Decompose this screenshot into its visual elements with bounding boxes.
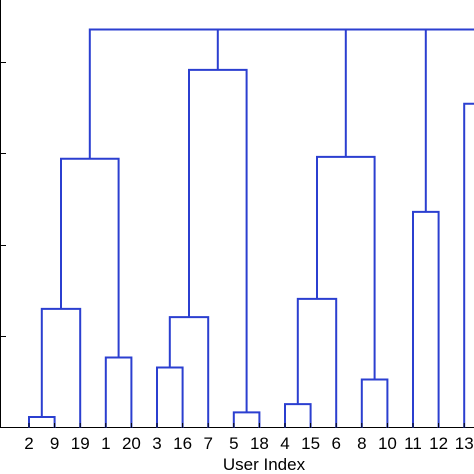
dendrogram-link-1 — [104, 356, 133, 428]
leaf-label-3: 1 — [101, 434, 110, 453]
leaf-label-14: 10 — [378, 434, 397, 453]
leaf-label-8: 5 — [229, 434, 238, 453]
leaf-label-5: 3 — [152, 434, 161, 453]
dendrogram-link-2 — [156, 366, 184, 428]
dendrogram-link-6 — [40, 307, 82, 428]
leaf-label-13: 8 — [357, 434, 366, 453]
leaf-label-11: 15 — [301, 434, 320, 453]
dendrogram-link-4 — [284, 403, 312, 428]
dendrogram-link-7 — [168, 316, 210, 428]
dendrogram-link-0 — [28, 416, 56, 428]
leaf-label-12: 6 — [331, 434, 340, 453]
dendrogram-link-11 — [316, 155, 376, 380]
leaf-ticks — [28, 423, 465, 428]
leaf-label-0: 2 — [24, 434, 33, 453]
leaf-label-9: 18 — [250, 434, 269, 453]
leaf-label-2: 19 — [71, 434, 90, 453]
leaf-label-15: 11 — [404, 434, 422, 453]
dendrogram-link-10 — [60, 157, 120, 358]
dendrogram-link-15 — [153, 28, 347, 157]
dendrogram-link-13 — [463, 102, 474, 428]
leaf-label-17: 13 — [455, 434, 474, 453]
leaf-label-4: 20 — [122, 434, 141, 453]
dendrogram-link-14 — [88, 28, 219, 159]
dendrogram-link-3 — [232, 411, 261, 428]
y-ticks — [0, 62, 6, 337]
leaf-label-7: 7 — [203, 434, 212, 453]
dendrogram-link-9 — [188, 68, 248, 413]
leaf-label-6: 16 — [173, 434, 192, 453]
leaf-label-16: 12 — [429, 434, 448, 453]
leaf-label-10: 4 — [280, 434, 289, 453]
dendrogram-link-16 — [249, 28, 427, 212]
leaf-label-1: 9 — [50, 434, 59, 453]
dendrogram-link-12 — [412, 210, 440, 428]
dendrogram-link-8 — [296, 297, 338, 428]
dendrogram-link-17 — [337, 28, 474, 31]
leaf-labels: 2919120316751841568101112131 — [24, 434, 474, 453]
dendrogram-link-5 — [360, 378, 389, 428]
dendrogram-links — [28, 28, 474, 428]
x-axis-label: User Index — [223, 455, 306, 474]
